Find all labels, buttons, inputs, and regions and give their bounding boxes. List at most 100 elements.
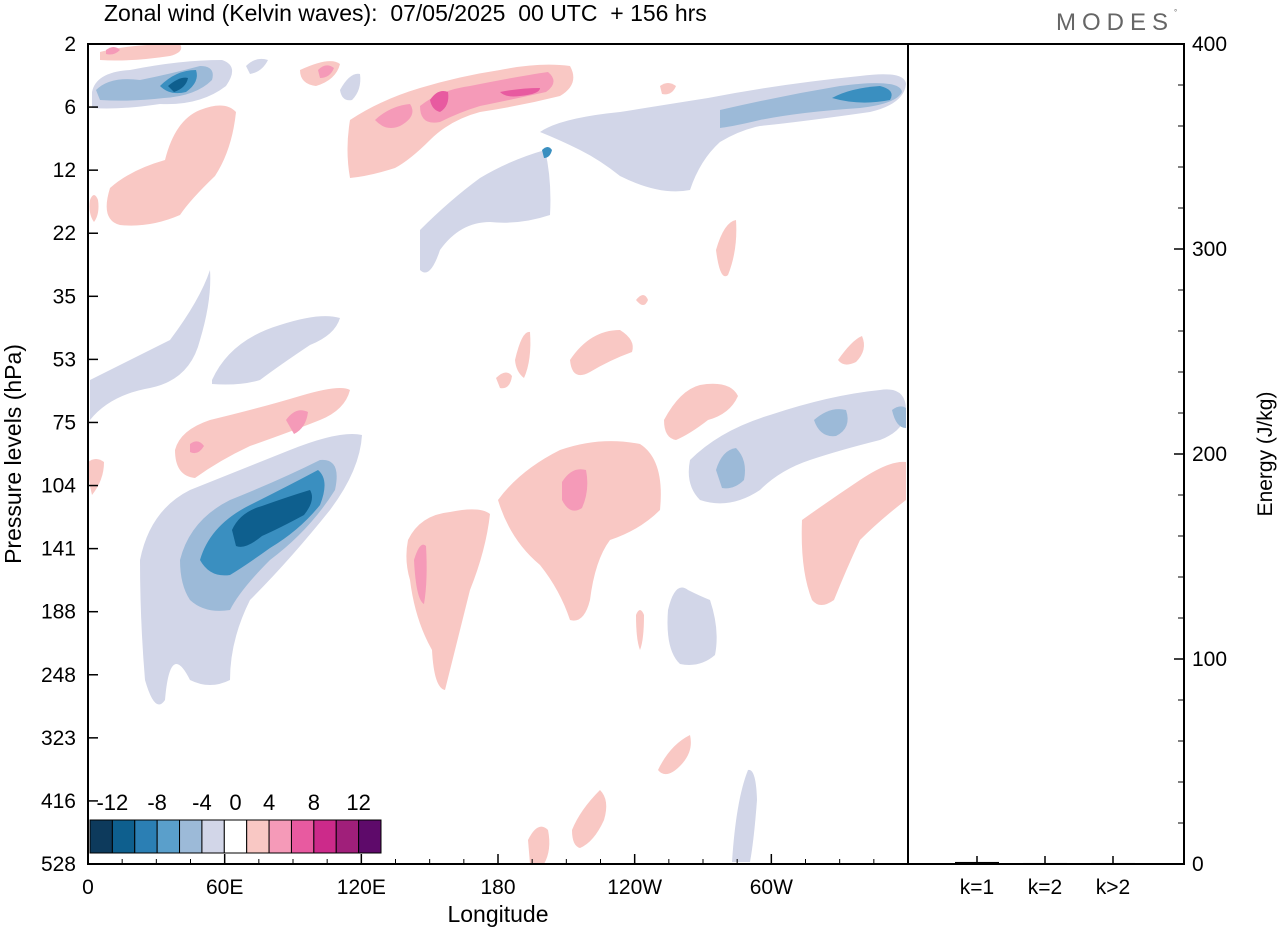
colorbar-swatch [358,819,382,854]
colorbar-swatch [89,819,113,854]
colorbar-labels: -12 -8 -4 0 4 8 12 [96,790,370,815]
contour-neg1-right-c [892,406,906,428]
longitude-axis-ticks: 0 60E 120E 180 120W 60W [82,854,875,899]
y-tick-label: 248 [41,664,76,687]
x-tick-label: 0 [82,876,94,899]
contour-neg-mid-left2 [212,316,340,385]
contour-pos-bottom-b [658,735,691,775]
y-tick-label: 323 [41,727,76,750]
contour-neg3-core [232,490,312,547]
colorbar-swatch [335,819,360,854]
contour-neg1-right-b [814,409,848,437]
y-tick-label: 35 [53,285,76,308]
contour-neg-band [420,150,551,273]
y-tick-label: 104 [41,475,76,498]
contour-neg2-upper-right [832,86,892,103]
positive-contours-mid [106,47,588,604]
colorbar-label: -4 [192,790,212,815]
positive-contours-strong [430,88,540,112]
y-tick-label: 188 [41,601,76,624]
contour-pos1-diag2 [420,72,554,123]
colorbar-swatch [156,819,181,854]
contour-pos-mid-c [515,331,531,378]
contour-neg-lower-mid [667,587,717,665]
colorbar-label: 12 [346,790,370,815]
contour-pos-mid-right [716,220,737,277]
contour-neg2-small [542,147,552,158]
contour-pos-mid-b [496,372,512,389]
colorbar-swatch [179,819,203,854]
contour-pos-right-mid [664,383,738,440]
y-tick-label: 6 [64,96,76,119]
colorbar-label: -8 [147,790,167,815]
contour-pos1-left-mid [286,410,308,434]
contour-neg-mid-left [90,270,211,420]
contour-pos1-top-left [106,47,120,55]
k-tick-label: k=1 [960,876,994,899]
colorbar-swatch [111,819,136,854]
colorbar-swatch [313,819,337,854]
contour-pos1-diag [375,104,413,128]
energy-tick-label: 200 [1192,443,1227,466]
contour-pos-top-left [100,44,182,61]
colorbar-swatch [268,819,292,854]
contour-pos-bottom-a [572,790,607,848]
x-tick-label: 60E [206,876,243,899]
contour-pos-top-mid [636,295,648,305]
energy-tick-label: 100 [1192,648,1227,671]
x-tick-label: 120W [607,876,662,899]
energy-tick-label: 300 [1192,238,1227,261]
contour-pos-right-streak [838,336,864,365]
contour-pos1-mid [562,469,588,511]
contour-pos-left-strip [89,195,99,222]
contour-pos-bottom-c [528,826,550,864]
energy-tick-label: 400 [1192,33,1227,56]
contour-pos-mid-large [498,441,661,621]
colorbar-label: 4 [263,790,275,815]
contour-neg-top-small2 [246,58,268,74]
contour-neg3-upper [168,77,188,92]
wind-contour-field [88,44,906,864]
y-tick-label: 416 [41,790,76,813]
contour-pos-left-mid [175,388,350,478]
k-tick-label: k=2 [1028,876,1062,899]
contour-neg-top-small [340,73,361,101]
brand-logo: MODES° [1056,8,1177,37]
y-tick-label: 12 [53,159,76,182]
contour-pos-left-edge [88,459,104,495]
x-tick-label: 60W [750,876,793,899]
contour-pos-left-col [406,509,490,690]
colorbar-swatch [246,819,270,854]
energy-plot-frame [907,43,1185,865]
x-axis-label: Longitude [447,901,548,927]
x-tick-label: 180 [480,876,515,899]
y-tick-label: 528 [41,853,76,876]
contour-pos1-top [318,65,334,78]
y-tick-label: 75 [53,411,76,434]
contour-pos-top-right [660,83,676,95]
contour-pos-upper-left-blob [106,105,237,226]
k-tick-label: k>2 [1096,876,1130,899]
contour-pos2-streak [500,88,540,97]
colorbar-label: 0 [229,790,241,815]
colorbar-label: 8 [308,790,320,815]
colorbar-swatch [134,819,158,854]
contour-neg1-right-a [716,448,745,489]
colorbar-swatch [223,819,248,854]
contour-neg-bottom [732,769,757,862]
colorbar-label: -12 [96,790,128,815]
x-tick-label: 120E [337,876,386,899]
y-tick-label: 22 [53,222,76,245]
wavenumber-labels: k=1 k=2 k>2 [960,856,1130,899]
colorbar-swatch [290,819,315,854]
colorbar [89,819,382,854]
energy-tick-label: 0 [1192,853,1204,876]
brand-name: MODES [1056,9,1175,36]
energy-axis-ticks: 0 100 200 300 400 [1174,33,1227,876]
negative-contours-strongest [168,77,312,547]
y-tick-label: 141 [41,538,76,561]
contour-pos1-left-mid2 [190,441,204,454]
contour-pos-right-low [801,461,906,605]
contour-pos2-core [430,91,449,112]
